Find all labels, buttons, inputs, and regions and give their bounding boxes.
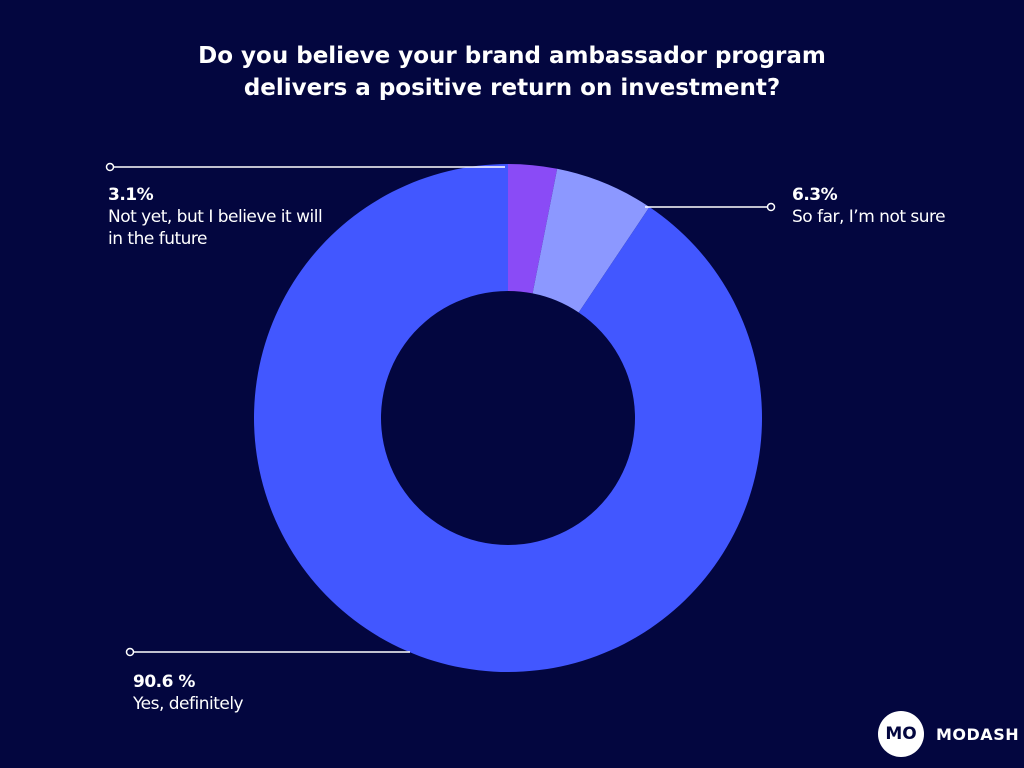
category-label: Not yet, but I believe it will in the fu… bbox=[108, 207, 323, 249]
value-label: 90.6 % bbox=[133, 672, 195, 692]
donut-slice bbox=[254, 164, 762, 673]
callout-dot bbox=[125, 647, 135, 657]
donut-slice bbox=[532, 168, 650, 313]
slice-label: 90.6 % Yes, definitely bbox=[133, 671, 353, 715]
brand: MO MODASH bbox=[878, 711, 1019, 757]
slice-label: 3.1% Not yet, but I believe it will in th… bbox=[108, 184, 328, 250]
brand-mark: MO bbox=[878, 711, 924, 757]
callout-dot bbox=[105, 162, 115, 172]
chart-title: Do you believe your brand ambassador pro… bbox=[198, 43, 826, 101]
donut-slice bbox=[508, 164, 558, 294]
category-label: So far, I’m not sure bbox=[792, 207, 946, 227]
value-label: 6.3% bbox=[792, 185, 838, 205]
slice-label: 6.3% So far, I’m not sure bbox=[792, 184, 992, 228]
value-label: 3.1% bbox=[108, 185, 154, 205]
callout-dot bbox=[766, 202, 776, 212]
category-label: Yes, definitely bbox=[133, 694, 244, 714]
brand-name: MODASH bbox=[936, 724, 1020, 744]
